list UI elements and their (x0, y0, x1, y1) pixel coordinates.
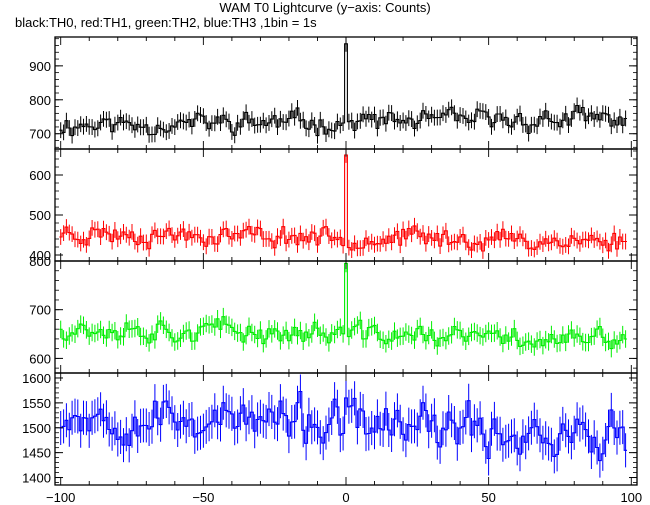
panel-frame-th0 (54, 36, 638, 150)
x-tick-label: −100 (46, 490, 75, 505)
x-tick-label: 0 (342, 490, 349, 505)
y-tick-label-th3: 1600 (22, 371, 51, 386)
x-tick-label: 100 (620, 490, 642, 505)
y-tick-label-th0: 900 (29, 59, 51, 74)
panel-frame-th2 (54, 260, 638, 374)
y-tick-label-th2: 600 (29, 351, 51, 366)
x-tick-label: 50 (481, 490, 495, 505)
y-tick-label-th2: 800 (29, 254, 51, 269)
series-line-th1 (59, 154, 627, 252)
series-line-th2 (59, 262, 627, 350)
y-tick-label-th3: 1450 (22, 446, 51, 461)
series-line-th3 (59, 390, 627, 462)
panel-frame-th1 (54, 148, 638, 262)
y-tick-label-th3: 1550 (22, 396, 51, 411)
y-tick-label-th3: 1500 (22, 421, 51, 436)
y-tick-label-th0: 700 (29, 127, 51, 142)
y-tick-label-th3: 1400 (22, 471, 51, 486)
chart-subtitle: black:TH0, red:TH1, green:TH2, blue:TH3 … (15, 15, 317, 30)
series-line-th0 (59, 43, 627, 137)
y-tick-label-th1: 400 (29, 248, 51, 263)
x-tick-label: −50 (192, 490, 214, 505)
y-tick-label-th1: 600 (29, 168, 51, 183)
chart-title: WAM T0 Lightcurve (y−axis: Counts) (219, 0, 431, 15)
y-tick-label-th2: 700 (29, 303, 51, 318)
y-tick-label-th0: 800 (29, 93, 51, 108)
y-tick-label-th1: 500 (29, 208, 51, 223)
